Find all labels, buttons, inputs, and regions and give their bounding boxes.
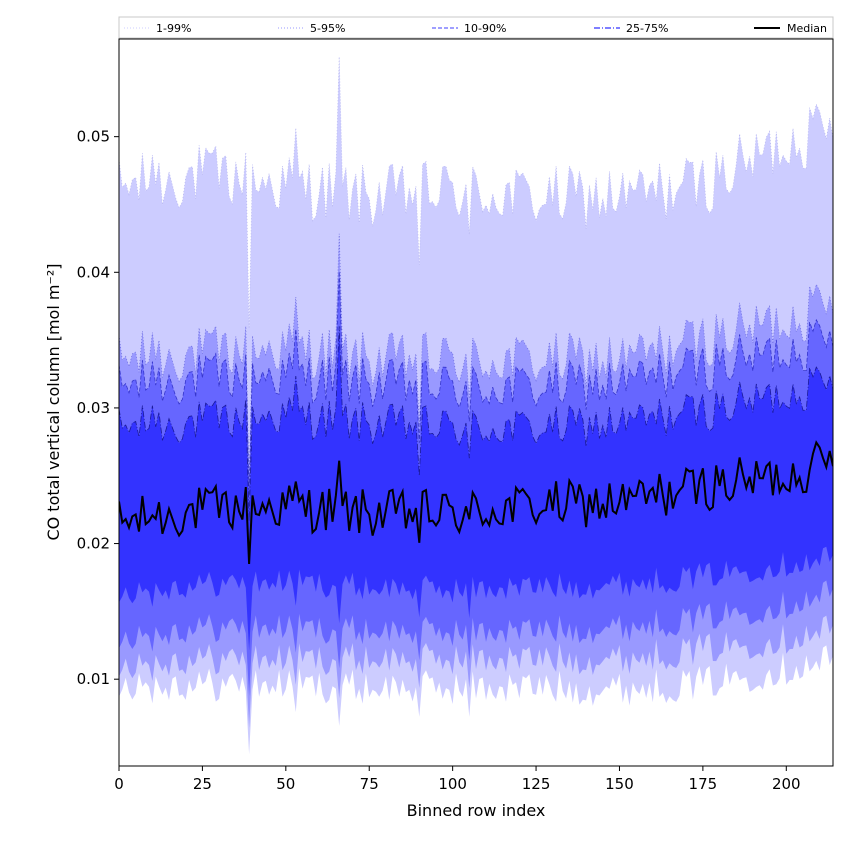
y-tick-label-0.03: 0.03 xyxy=(77,399,110,417)
y-tick-label-0.02: 0.02 xyxy=(77,535,110,553)
x-tick-label-75: 75 xyxy=(360,775,379,793)
x-tick-label-0: 0 xyxy=(114,775,124,793)
x-tick-label-125: 125 xyxy=(522,775,551,793)
band-25-75% xyxy=(119,326,833,651)
legend-item-1-99: 1-99% xyxy=(124,22,191,35)
band-edge-10-90% xyxy=(119,271,833,495)
legend-item-10-90: 10-90% xyxy=(432,22,506,35)
bands-layer xyxy=(119,56,833,755)
legend-item-5-95: 5-95% xyxy=(278,22,345,35)
median-line xyxy=(119,440,833,564)
band-edge-25-75% xyxy=(119,326,833,521)
y-axis-title: CO total vertical column [mol m⁻²] xyxy=(44,263,63,540)
legend-label-25-75: 25-75% xyxy=(626,22,668,35)
x-tick-label-50: 50 xyxy=(276,775,295,793)
y-tick-label-0.01: 0.01 xyxy=(77,670,110,688)
legend-item-25-75: 25-75% xyxy=(594,22,668,35)
y-tick-label-0.05: 0.05 xyxy=(77,128,110,146)
legend-box xyxy=(118,16,834,39)
x-tick-label-150: 150 xyxy=(605,775,634,793)
y-tick-label-0.04: 0.04 xyxy=(77,263,110,281)
legend-item-median: Median xyxy=(754,22,827,35)
x-tick-label-100: 100 xyxy=(438,775,467,793)
legend-label-10-90: 10-90% xyxy=(464,22,506,35)
legend-label-median: Median xyxy=(787,22,827,35)
band-edge-1-99% xyxy=(119,56,833,329)
legend-label-1-99: 1-99% xyxy=(156,22,191,35)
x-tick-label-200: 200 xyxy=(772,775,801,793)
ticks-layer: 0 25 50 75 100 125 150 175 200 0.01 0.02 0.03 0.04 0.… xyxy=(77,128,801,793)
x-tick-label-175: 175 xyxy=(689,775,718,793)
x-tick-label-25: 25 xyxy=(193,775,212,793)
plot-frame xyxy=(118,38,834,767)
legend-label-5-95: 5-95% xyxy=(310,22,345,35)
x-axis-title: Binned row index xyxy=(407,801,546,820)
